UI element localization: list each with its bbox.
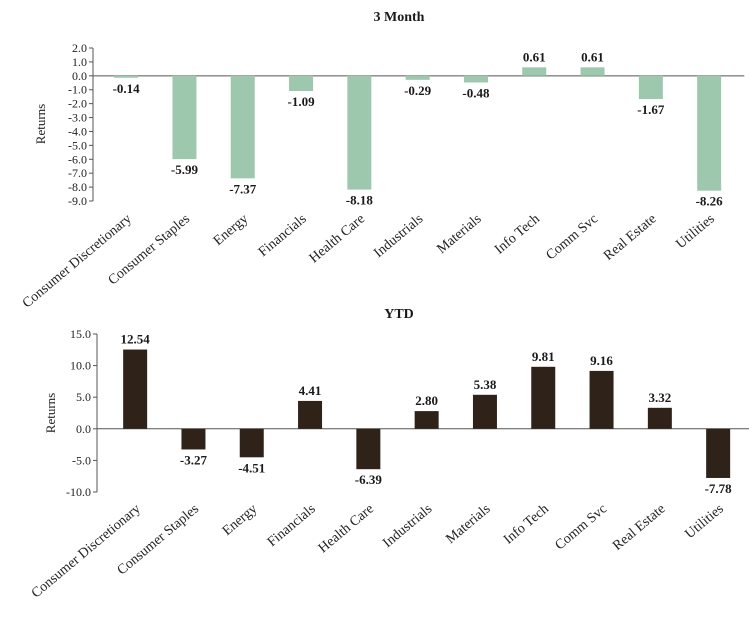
y-tick-label: -5.0 bbox=[68, 138, 87, 152]
data-label: -7.78 bbox=[705, 481, 733, 496]
y-tick-label: -9.0 bbox=[68, 194, 87, 208]
y-tick-label: -2.0 bbox=[68, 97, 87, 111]
bar bbox=[531, 366, 556, 429]
bar bbox=[522, 67, 547, 76]
bar bbox=[463, 75, 488, 83]
data-label: -4.51 bbox=[238, 460, 265, 475]
y-axis-label: Returns bbox=[33, 104, 48, 144]
category-label: Industrials bbox=[371, 212, 426, 261]
data-labels: 12.54 -3.27 -4.51 4.41 -6.39 2.80 5.38 9.81 9.16… bbox=[121, 332, 733, 496]
data-label: 4.41 bbox=[299, 383, 322, 398]
bar bbox=[697, 75, 722, 191]
data-label: 0.61 bbox=[581, 49, 604, 64]
bar bbox=[589, 370, 614, 429]
bar bbox=[181, 428, 206, 450]
data-label: -8.26 bbox=[696, 194, 724, 209]
category-label: Energy bbox=[220, 502, 260, 539]
bar bbox=[298, 400, 323, 429]
y-tick-label: -4.0 bbox=[68, 124, 87, 138]
axes: 15.0 10.0 5.0 0.0 -5.0 -10.0 bbox=[66, 327, 749, 499]
bar bbox=[472, 394, 497, 429]
bar bbox=[638, 75, 663, 100]
category-label: Health Care bbox=[307, 212, 368, 267]
category-label: Energy bbox=[211, 212, 251, 249]
category-label: Comm Svc bbox=[553, 502, 611, 554]
data-label: 3.32 bbox=[648, 390, 671, 405]
data-label: -8.18 bbox=[346, 193, 374, 208]
category-label: Utilities bbox=[674, 212, 718, 252]
bar bbox=[114, 75, 139, 78]
y-tick-label: 0.0 bbox=[76, 422, 91, 436]
category-label: Comm Svc bbox=[544, 212, 602, 264]
data-label: -1.09 bbox=[288, 94, 316, 109]
y-tick-label: -5.0 bbox=[72, 453, 91, 467]
bar bbox=[230, 75, 255, 179]
bar bbox=[123, 349, 148, 429]
bar bbox=[347, 75, 372, 190]
data-labels: -0.14 -5.99 -7.37 -1.09 -8.18 -0.29 -0.48 0.61 0… bbox=[113, 49, 724, 208]
category-label: Financials bbox=[256, 212, 310, 260]
data-label: -0.48 bbox=[462, 85, 490, 100]
category-label: Info Tech bbox=[501, 502, 552, 548]
axes: 2.01.00.0-1.0-2.0-3.0-4.0-5.0-6.0-7.0-8.… bbox=[68, 41, 745, 208]
data-label: 2.80 bbox=[415, 393, 438, 408]
category-label: Utilities bbox=[683, 502, 727, 542]
data-label: -0.14 bbox=[113, 81, 141, 96]
y-tick-label: -3.0 bbox=[68, 111, 87, 125]
category-label: Materials bbox=[434, 212, 484, 257]
y-tick-label: -7.0 bbox=[68, 166, 87, 180]
bar bbox=[405, 75, 430, 80]
data-label: 5.38 bbox=[474, 377, 497, 392]
data-label: -6.39 bbox=[355, 472, 383, 487]
bar bbox=[580, 67, 605, 76]
bars bbox=[114, 67, 722, 191]
category-label: Financials bbox=[265, 502, 319, 550]
data-label: 9.81 bbox=[532, 349, 555, 364]
bar bbox=[647, 407, 672, 429]
bar bbox=[289, 75, 314, 91]
y-tick-label: 2.0 bbox=[72, 41, 87, 55]
chart-title: YTD bbox=[384, 307, 414, 322]
data-label: -7.37 bbox=[229, 181, 257, 196]
y-tick-label: 15.0 bbox=[70, 327, 91, 341]
data-label: -5.99 bbox=[171, 162, 199, 177]
bar bbox=[356, 428, 381, 470]
category-label: Consumer Discretionary bbox=[29, 502, 144, 602]
chart-title: 3 Month bbox=[374, 10, 425, 25]
chart-ytd: YTD Returns 15.0 10.0 5.0 0.0 -5.0 -10.0 12.5… bbox=[29, 307, 749, 601]
y-tick-label: -1.0 bbox=[68, 83, 87, 97]
bar bbox=[239, 428, 264, 458]
y-tick-label: 5.0 bbox=[76, 390, 91, 404]
category-label: Real Estate bbox=[601, 212, 659, 264]
data-label: -0.29 bbox=[404, 83, 432, 98]
data-label: 9.16 bbox=[590, 353, 613, 368]
chart-3-month: 3 Month Returns 2.01.00.0-1.0-2.0-3.0-4.… bbox=[20, 10, 745, 312]
category-label: Info Tech bbox=[492, 212, 543, 258]
bar bbox=[706, 428, 731, 478]
category-label: Real Estate bbox=[610, 502, 668, 554]
data-label: 12.54 bbox=[121, 332, 151, 347]
y-tick-label: 10.0 bbox=[70, 359, 91, 373]
y-tick-label: -8.0 bbox=[68, 180, 87, 194]
y-axis-label: Returns bbox=[43, 393, 58, 433]
y-tick-label: 1.0 bbox=[72, 55, 87, 69]
category-label: Health Care bbox=[316, 502, 377, 557]
bars bbox=[123, 349, 731, 478]
data-label: -3.27 bbox=[180, 452, 208, 467]
category-label: Industrials bbox=[380, 502, 435, 551]
bar bbox=[172, 75, 197, 160]
bar bbox=[414, 411, 439, 429]
data-label: -1.67 bbox=[637, 102, 665, 117]
data-label: 0.61 bbox=[523, 49, 546, 64]
y-tick-label: 0.0 bbox=[72, 69, 87, 83]
y-tick-label: -10.0 bbox=[66, 485, 91, 499]
y-tick-label: -6.0 bbox=[68, 152, 87, 166]
category-label: Materials bbox=[443, 502, 493, 547]
category-label: Consumer Discretionary bbox=[20, 212, 135, 312]
